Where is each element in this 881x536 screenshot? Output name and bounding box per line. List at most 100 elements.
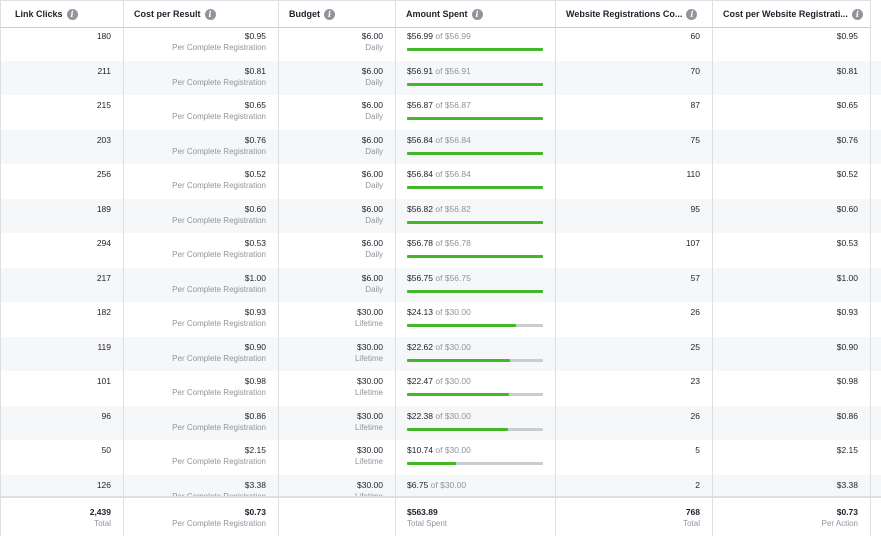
cost-per-website-registration-cell: $3.38 (713, 474, 871, 496)
cost-per-result-label: Per Complete Registration (172, 181, 266, 190)
website-registrations-value: 5 (695, 445, 700, 455)
amount-spent-cell: $56.87 of $56.87 (396, 95, 556, 130)
table-row[interactable]: 180 $0.95 Per Complete Registration $6.00 Da… (0, 28, 881, 61)
cost-per-website-registration-cell: $0.60 (713, 198, 871, 233)
budget-cell[interactable]: $6.00 Daily (279, 60, 396, 95)
budget-cell[interactable]: $6.00 Daily (279, 28, 396, 61)
amount-spent-cell: $56.75 of $56.75 (396, 267, 556, 302)
link-clicks-value: 294 (96, 238, 111, 248)
table-row[interactable]: 182 $0.93 Per Complete Registration $30.00 L… (0, 302, 881, 337)
budget-cell[interactable]: $30.00 Lifetime (279, 405, 396, 440)
cost-per-website-registration-value: $0.60 (836, 203, 858, 214)
link-clicks-cell: 215 (0, 95, 124, 130)
table-row[interactable]: 126 $3.38 Per Complete Registration $30.00 L… (0, 474, 881, 497)
cost-per-result-value: $3.38 (244, 479, 266, 490)
column-header-budget[interactable]: Budget i (279, 0, 396, 28)
website-registrations-value: 70 (690, 65, 700, 76)
cost-per-website-registration-cell: $0.52 (713, 164, 871, 199)
total-label: Per Complete Registration (172, 519, 266, 528)
table-rows: 180 $0.95 Per Complete Registration $6.00 Da… (0, 28, 881, 496)
spend-progress-fill (407, 324, 517, 327)
info-icon[interactable]: i (66, 8, 78, 20)
cost-per-result-cell: $0.98 Per Complete Registration (124, 371, 279, 406)
budget-type: Lifetime (354, 491, 383, 497)
table-row[interactable]: 96 $0.86 Per Complete Registration $30.00 Li… (0, 405, 881, 440)
amount-spent-limit: of $30.00 (430, 479, 467, 490)
table-body[interactable]: 180 $0.95 Per Complete Registration $6.00 Da… (0, 28, 881, 496)
info-icon[interactable]: i (204, 8, 216, 20)
info-icon[interactable]: i (324, 8, 335, 20)
table-row[interactable]: 256 $0.52 Per Complete Registration $6.00 Da… (0, 164, 881, 199)
spend-progress-bar (407, 324, 543, 327)
table-row[interactable]: 119 $0.90 Per Complete Registration $30.00 L… (0, 336, 881, 371)
budget-value: $30.00 (357, 341, 383, 352)
cost-per-result-label: Per Complete Registration (172, 112, 266, 121)
amount-spent-value: $10.74 (407, 445, 433, 455)
column-header-amount-spent[interactable]: Amount Spent i (396, 0, 556, 28)
budget-cell[interactable]: $6.00 Daily (279, 198, 396, 233)
cost-per-website-registration-value: $0.98 (836, 376, 858, 386)
table-row[interactable]: 189 $0.60 Per Complete Registration $6.00 Da… (0, 198, 881, 233)
cost-per-result-value: $0.52 (244, 169, 266, 179)
budget-cell[interactable]: $6.00 Daily (279, 129, 396, 164)
cost-per-website-registration-cell: $0.93 (713, 302, 871, 337)
spend-progress-fill (407, 220, 543, 224)
amount-spent-value: $56.87 (407, 100, 433, 110)
column-header-website-registrations[interactable]: Website Registrations Co... i (556, 0, 713, 28)
column-header-label: Budget (289, 9, 320, 19)
info-icon[interactable]: i (851, 8, 863, 20)
cost-per-result-cell: $0.65 Per Complete Registration (124, 95, 279, 130)
budget-cell[interactable]: $6.00 Daily (279, 233, 396, 268)
spend-progress-bar (407, 358, 543, 362)
website-registrations-cell: 110 (556, 164, 713, 199)
cost-per-result-label: Per Complete Registration (172, 250, 266, 259)
cost-per-result-cell: $0.52 Per Complete Registration (124, 164, 279, 199)
amount-spent-limit: of $56.87 (435, 100, 471, 110)
total-label: Total (94, 519, 111, 528)
table-row[interactable]: 203 $0.76 Per Complete Registration $6.00 Da… (0, 129, 881, 164)
budget-cell[interactable]: $6.00 Daily (279, 164, 396, 199)
total-value: 2,439 (89, 507, 111, 517)
cost-per-result-cell: $3.38 Per Complete Registration (124, 474, 279, 496)
budget-type: Daily (365, 146, 383, 156)
amount-spent-limit: of $30.00 (435, 307, 471, 317)
link-clicks-value: 203 (96, 134, 111, 145)
total-value: $563.89 (407, 507, 438, 517)
amount-spent-cell: $56.82 of $56.82 (396, 198, 556, 233)
table-header: Link Clicks i Cost per Result i Budget i Am… (0, 0, 881, 28)
info-icon[interactable]: i (471, 8, 483, 20)
cost-per-result-label: Per Complete Registration (172, 457, 266, 466)
amount-spent-value: $56.84 (407, 169, 433, 179)
website-registrations-value: 23 (690, 376, 700, 386)
link-clicks-cell: 126 (0, 474, 124, 496)
amount-spent-cell: $24.13 of $30.00 (396, 302, 556, 337)
budget-cell[interactable]: $6.00 Daily (279, 267, 396, 302)
amount-spent-cell: $56.99 of $56.99 (396, 28, 556, 61)
budget-value: $30.00 (357, 376, 383, 386)
link-clicks-value: 256 (96, 169, 111, 179)
table-row[interactable]: 217 $1.00 Per Complete Registration $6.00 Da… (0, 267, 881, 302)
table-row[interactable]: 211 $0.81 Per Complete Registration $6.00 Da… (0, 60, 881, 95)
spend-progress-bar (407, 255, 543, 258)
table-row[interactable]: 294 $0.53 Per Complete Registration $6.00 Da… (0, 233, 881, 268)
budget-cell[interactable]: $30.00 Lifetime (279, 371, 396, 406)
budget-cell[interactable]: $30.00 Lifetime (279, 302, 396, 337)
column-header-link-clicks[interactable]: Link Clicks i (0, 0, 124, 28)
table-row[interactable]: 101 $0.98 Per Complete Registration $30.00 L… (0, 371, 881, 406)
table-row[interactable]: 50 $2.15 Per Complete Registration $30.00 Li… (0, 440, 881, 475)
table-row[interactable]: 215 $0.65 Per Complete Registration $6.00 Da… (0, 95, 881, 130)
cost-per-result-value: $0.76 (244, 134, 266, 145)
budget-cell[interactable]: $30.00 Lifetime (279, 474, 396, 497)
cost-per-result-value: $0.93 (244, 307, 266, 317)
cost-per-result-cell: $0.93 Per Complete Registration (124, 302, 279, 337)
budget-cell[interactable]: $6.00 Daily (279, 95, 396, 130)
total-label: Total (683, 519, 700, 528)
info-icon[interactable]: i (686, 8, 698, 20)
budget-cell[interactable]: $30.00 Lifetime (279, 440, 396, 475)
column-header-cost-per-result[interactable]: Cost per Result i (124, 0, 279, 28)
budget-cell[interactable]: $30.00 Lifetime (279, 336, 396, 371)
website-registrations-cell: 107 (556, 233, 713, 268)
column-header-cost-per-website-registration[interactable]: Cost per Website Registrati... i (713, 0, 871, 28)
link-clicks-cell: 101 (0, 371, 124, 406)
amount-spent-limit: of $30.00 (435, 445, 471, 455)
